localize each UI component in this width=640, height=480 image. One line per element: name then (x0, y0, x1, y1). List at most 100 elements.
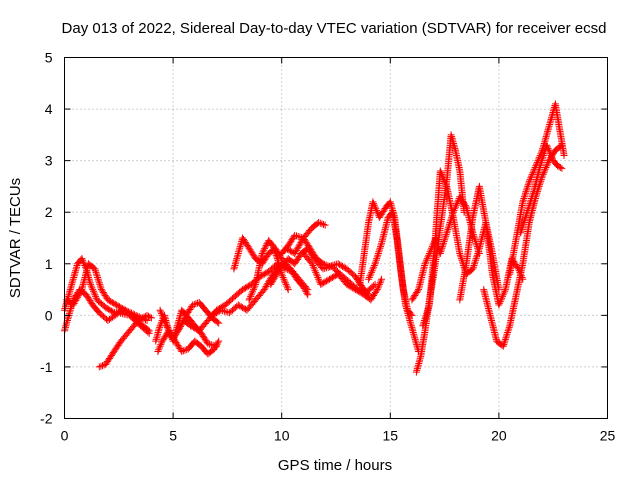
data-point (259, 271, 267, 279)
series-arc-4 (95, 311, 155, 371)
data-point (328, 274, 336, 281)
data-point (339, 262, 346, 270)
data-point (438, 172, 446, 180)
data-point (316, 219, 324, 227)
data-point (74, 292, 82, 300)
data-point (377, 277, 385, 285)
data-point (70, 300, 78, 307)
data-point (375, 282, 383, 290)
data-point (560, 151, 568, 159)
data-point (72, 296, 80, 304)
data-point (318, 280, 326, 288)
data-point (268, 240, 276, 248)
data-point (379, 208, 387, 215)
data-point (250, 252, 258, 260)
data-point (474, 250, 482, 257)
data-point (242, 284, 249, 292)
data-point (299, 283, 307, 291)
data-point (268, 279, 276, 287)
data-point (99, 362, 106, 370)
data-point (525, 177, 533, 185)
data-point (108, 307, 116, 315)
data-point (372, 205, 380, 213)
data-point (524, 205, 532, 213)
data-point (250, 284, 258, 292)
data-point (293, 246, 300, 254)
data-point (247, 291, 255, 299)
data-point (158, 339, 165, 347)
data-point (354, 287, 362, 295)
data-point (458, 196, 466, 204)
data-point (558, 164, 566, 172)
axis-ticks (64, 57, 608, 419)
data-point (97, 362, 105, 370)
y-tick-label: -2 (40, 411, 53, 427)
y-tick-label: 0 (45, 307, 53, 323)
data-point (375, 246, 383, 254)
data-point (78, 255, 86, 263)
data-point (292, 248, 300, 256)
data-point (330, 273, 338, 281)
data-point (370, 263, 378, 271)
data-point (260, 246, 268, 254)
data-point (212, 342, 220, 350)
data-point (157, 341, 165, 349)
data-point (247, 247, 255, 255)
data-point (239, 304, 247, 312)
data-point (250, 286, 257, 294)
data-point (260, 270, 268, 278)
data-point (470, 262, 478, 269)
data-point (95, 363, 103, 371)
series-arc-20 (419, 167, 503, 330)
data-point (118, 305, 126, 312)
data-point (111, 300, 119, 308)
data-point (321, 221, 329, 229)
data-point (422, 311, 430, 319)
data-point (301, 286, 309, 294)
data-point (543, 141, 551, 149)
y-axis-label: SDTVAR / TECUs (7, 178, 24, 298)
data-point (274, 268, 282, 276)
data-point (296, 240, 304, 248)
data-point (543, 160, 551, 168)
data-point (279, 274, 287, 281)
data-point (272, 271, 280, 279)
data-point (116, 303, 123, 311)
data-point (365, 274, 373, 281)
data-point (191, 324, 199, 332)
data-point (344, 281, 352, 289)
data-point (278, 272, 286, 280)
data-point (410, 293, 418, 301)
data-point (367, 270, 375, 278)
data-point (537, 160, 545, 168)
data-point (303, 289, 311, 297)
data-point (346, 282, 354, 290)
data-point (320, 221, 327, 228)
x-tick-label: 15 (383, 428, 399, 444)
x-tick-label: 20 (491, 428, 507, 444)
data-point (166, 328, 174, 336)
data-point (471, 236, 479, 244)
data-point (271, 247, 279, 255)
data-point (297, 239, 305, 247)
data-point (102, 304, 110, 312)
data-point (555, 163, 563, 171)
data-point (183, 310, 191, 318)
x-axis-tick-labels: 0 5 10 15 20 25 (61, 428, 616, 444)
data-point (154, 348, 162, 355)
data-point (470, 232, 478, 240)
data-point (267, 280, 275, 288)
data-point (442, 231, 450, 239)
data-point (374, 251, 382, 259)
data-point (160, 317, 168, 324)
data-point (445, 222, 453, 230)
data-point (373, 286, 381, 294)
data-point (293, 232, 300, 240)
data-point (423, 256, 430, 264)
data-point (294, 243, 302, 251)
data-point (93, 270, 100, 278)
data-point (307, 246, 315, 254)
data-point (163, 322, 171, 330)
data-point (108, 299, 116, 306)
